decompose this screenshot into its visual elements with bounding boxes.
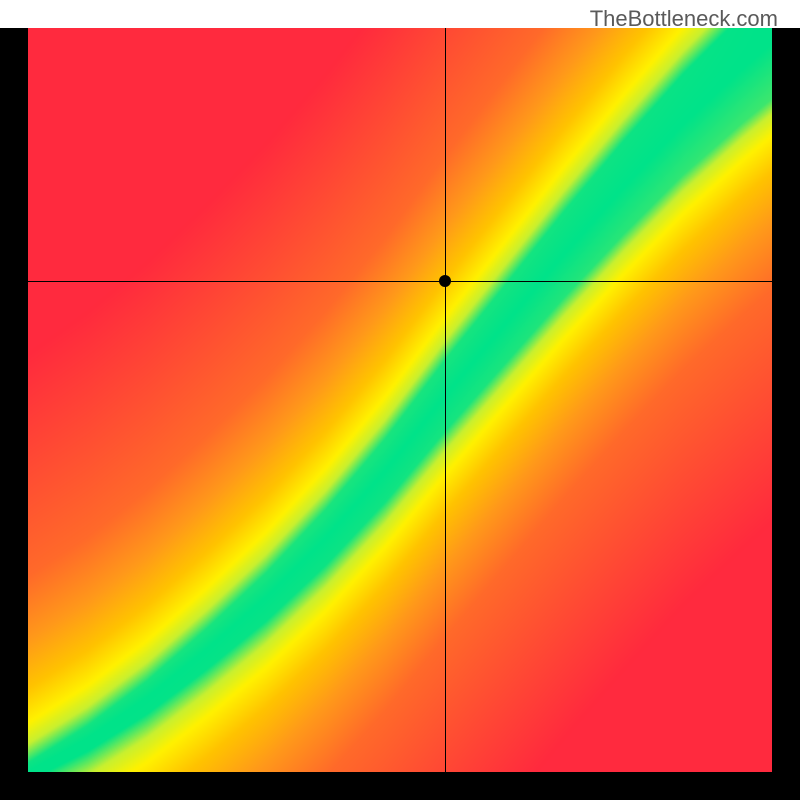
bottleneck-heatmap	[28, 28, 772, 772]
crosshair-horizontal-line	[28, 281, 772, 282]
plot-outer-frame	[0, 28, 800, 800]
chart-container: TheBottleneck.com	[0, 0, 800, 800]
crosshair-marker-dot	[439, 275, 451, 287]
crosshair-vertical-line	[445, 28, 446, 772]
watermark-text: TheBottleneck.com	[590, 6, 778, 32]
